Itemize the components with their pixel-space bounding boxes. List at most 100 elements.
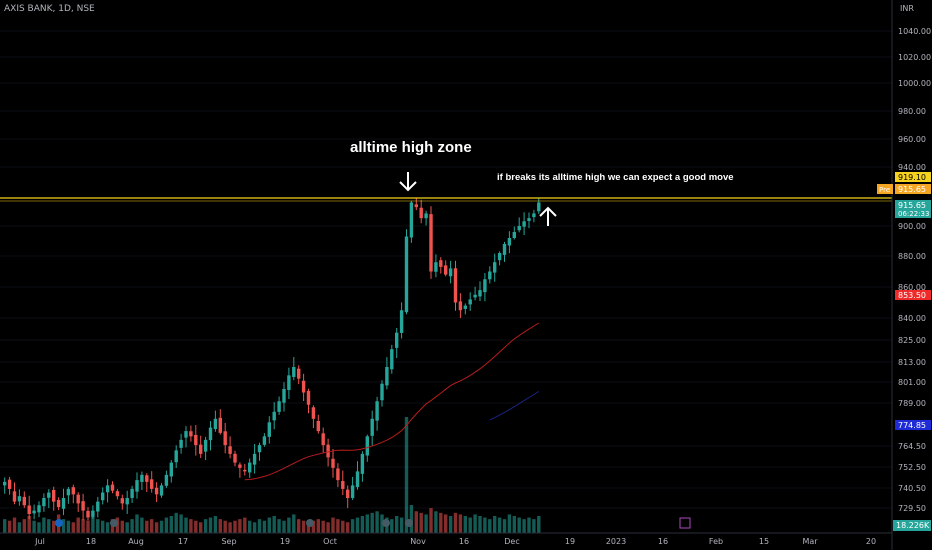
candle-body [321, 433, 325, 446]
time-tick-label: Feb [709, 537, 723, 546]
volume-bar [306, 522, 311, 533]
volume-bar [213, 516, 218, 533]
volume-bar [150, 519, 154, 533]
volume-bar [233, 520, 237, 533]
time-tick-label: Oct [323, 537, 337, 546]
price-axis[interactable]: 1040.001020.001000.00980.00960.00940.009… [877, 27, 931, 531]
candle-body [409, 202, 414, 238]
volume-bar [404, 417, 409, 533]
candle-body [331, 458, 335, 468]
candle-body [404, 236, 409, 313]
volume-bar [350, 519, 355, 533]
candle-body [208, 427, 213, 441]
candle-body [517, 226, 521, 231]
pre-market-tag [877, 184, 893, 194]
volume-bar [414, 511, 418, 533]
volume-bar [130, 519, 134, 533]
candle-body [140, 474, 144, 482]
candle-body [311, 407, 316, 419]
candle-body [203, 439, 208, 452]
volume-bar [7, 520, 12, 533]
candle-body [395, 332, 399, 348]
candle-body [32, 510, 36, 514]
candle-body [12, 491, 17, 502]
volume-bar [159, 520, 164, 533]
price-badge-label: 915.65 [898, 185, 926, 194]
candle-body [130, 488, 134, 499]
volume-bar [52, 520, 56, 533]
price-tick-label: 900.00 [898, 222, 926, 231]
candle-body [478, 290, 482, 297]
candle-body [150, 479, 154, 489]
price-badge [895, 290, 931, 300]
candle-body [434, 262, 438, 272]
symbol-title: AXIS BANK, 1D, NSE [4, 4, 95, 14]
candle-body [184, 431, 188, 438]
time-axis[interactable]: Jul 18 Aug 17 Sep 19 Oct Nov 16 Dec 19 2023 16 Feb 15 M… [0, 532, 892, 546]
down-arrow-icon [399, 172, 417, 192]
alltime-high-zone-label: alltime high zone [350, 139, 472, 156]
candle-body [194, 434, 198, 446]
volume-bar [277, 519, 281, 533]
time-tick-label: 16 [658, 537, 668, 546]
volume-bar [174, 512, 178, 533]
volume-bar [346, 522, 350, 533]
volume-bar [125, 522, 129, 533]
ma-short-line [244, 322, 540, 481]
price-tick-label: 789.00 [898, 399, 926, 408]
volume-bar [208, 517, 213, 533]
price-tick-label: 1000.00 [898, 79, 931, 88]
volume-bar [341, 520, 345, 533]
price-tick-label: 813.00 [898, 358, 926, 367]
candle-body [458, 301, 463, 311]
price-tick-label: 801.00 [898, 378, 926, 387]
candle-body [439, 260, 443, 267]
candle-body [238, 464, 242, 468]
volume-bar [507, 514, 512, 533]
volume-bar [218, 519, 222, 533]
candle-body [522, 221, 526, 227]
volume-bar [399, 517, 404, 533]
candle-body [306, 390, 311, 405]
volume-bar [228, 522, 232, 533]
candle-body [91, 510, 95, 517]
candle-body [341, 481, 345, 489]
time-tick-label: Nov [410, 537, 426, 546]
candle-body [419, 207, 423, 219]
pre-market-label: Pre [879, 186, 890, 194]
volume-bar [282, 520, 286, 533]
price-badge [895, 200, 931, 218]
candle-body [37, 505, 41, 513]
price-tick-label: 764.50 [898, 442, 926, 451]
candle-body [213, 418, 218, 430]
candle-body [346, 489, 350, 498]
candle-body [468, 299, 472, 305]
volume-bar [311, 520, 316, 533]
candle-body [81, 501, 85, 511]
price-tick-label: 729.50 [898, 504, 926, 513]
volume-bar [326, 522, 330, 533]
volume-bar [267, 517, 271, 533]
candle-body [199, 444, 203, 454]
volume-bar [488, 519, 492, 533]
volume-bar [17, 522, 22, 533]
candle-body [390, 349, 394, 370]
volume-bar [71, 522, 75, 533]
candle-body [537, 202, 541, 212]
volume-bar [316, 519, 320, 533]
candle-body [360, 453, 365, 474]
candle-body [248, 462, 252, 473]
volume-bar [27, 516, 31, 533]
price-tick-label: 840.00 [898, 314, 926, 323]
candle-body [429, 214, 433, 272]
volume-bar [238, 519, 242, 533]
volume-bar [248, 520, 252, 533]
candle-body [292, 367, 296, 377]
volume-bar [179, 514, 183, 533]
volume-bar [257, 519, 262, 533]
event-markers [55, 517, 691, 529]
volume-badge [893, 520, 931, 531]
candle-body [174, 450, 178, 463]
currency-label: INR [900, 4, 914, 13]
